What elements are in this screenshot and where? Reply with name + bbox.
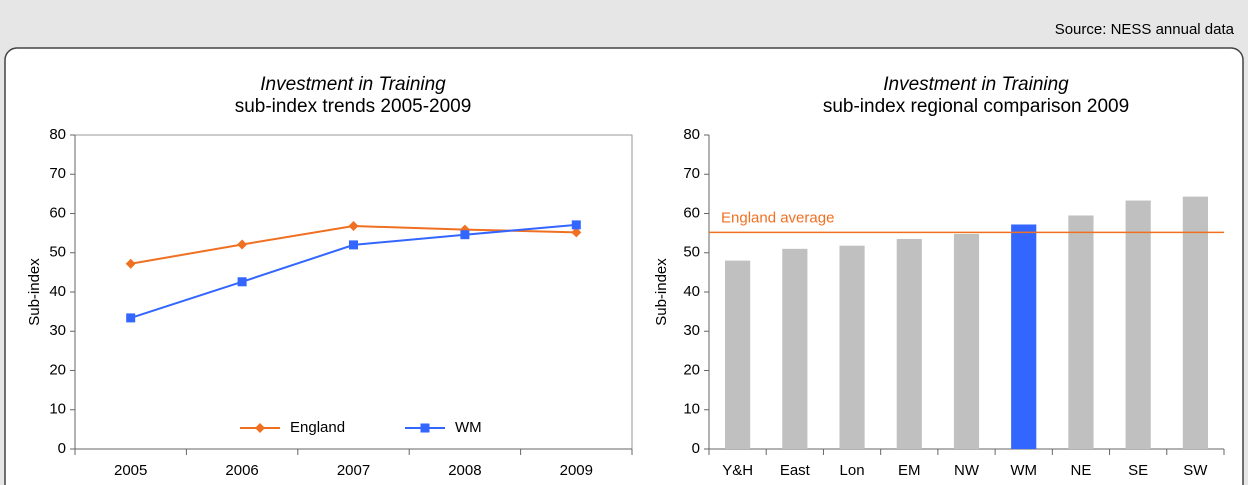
marker [348, 221, 359, 232]
marker [349, 240, 358, 250]
chart-subtitle: sub-index regional comparison 2009 [823, 96, 1129, 117]
reference-label: England average [721, 209, 834, 226]
y-tick-label: 80 [683, 126, 700, 143]
x-tick-label: 2006 [225, 462, 258, 479]
bar [1125, 200, 1151, 449]
bar [1011, 224, 1037, 449]
y-tick-label: 30 [49, 322, 66, 339]
legend-label: WM [455, 419, 482, 436]
x-tick-label: SE [1128, 462, 1148, 479]
legend-marker [420, 423, 430, 433]
bar [725, 260, 751, 449]
y-tick-label: 40 [49, 283, 66, 300]
x-tick-label: 2005 [114, 462, 147, 479]
x-tick-label: WM [1010, 462, 1037, 479]
marker [237, 239, 248, 250]
marker [237, 277, 247, 287]
y-tick-label: 60 [49, 204, 66, 221]
y-tick-label: 30 [683, 322, 700, 339]
x-tick-label: 2009 [560, 462, 593, 479]
x-tick-label: NW [954, 462, 980, 479]
marker [126, 313, 136, 323]
y-tick-label: 20 [49, 361, 66, 378]
y-axis-label: Sub-index [653, 258, 670, 326]
y-tick-label: 50 [683, 244, 700, 261]
marker [571, 220, 581, 230]
y-tick-label: 0 [58, 440, 66, 457]
bar [782, 248, 808, 449]
x-tick-label: NE [1071, 462, 1092, 479]
legend-marker [255, 423, 265, 433]
bar [839, 245, 865, 449]
x-tick-label: 2008 [448, 462, 481, 479]
y-tick-label: 40 [683, 283, 700, 300]
y-tick-label: 10 [683, 401, 700, 418]
y-axis-label: Sub-index [26, 258, 43, 326]
bar [1182, 196, 1208, 449]
y-tick-label: 80 [49, 126, 66, 143]
marker [571, 227, 582, 238]
panel [4, 47, 1244, 485]
bar [953, 233, 980, 449]
chart-title: Investment in Training [260, 74, 446, 95]
marker [460, 230, 470, 240]
y-tick-label: 20 [683, 361, 700, 378]
x-tick-label: East [780, 462, 811, 479]
chart-subtitle: sub-index trends 2005-2009 [235, 96, 472, 117]
x-tick-label: EM [898, 462, 921, 479]
x-tick-label: Lon [840, 462, 865, 479]
source-note: Source: NESS annual data [1055, 21, 1235, 38]
y-tick-label: 10 [49, 401, 66, 418]
y-tick-label: 50 [49, 244, 66, 261]
y-tick-label: 70 [49, 165, 66, 182]
y-tick-label: 0 [692, 440, 700, 457]
chart-title: Investment in Training [883, 74, 1069, 95]
marker [125, 258, 136, 269]
y-tick-label: 60 [683, 204, 700, 221]
x-tick-label: 2007 [337, 462, 370, 479]
x-tick-label: SW [1183, 462, 1208, 479]
legend-label: England [290, 419, 345, 436]
y-tick-label: 70 [683, 165, 700, 182]
bar [896, 239, 922, 449]
x-tick-label: Y&H [722, 462, 753, 479]
bar [1068, 215, 1094, 449]
